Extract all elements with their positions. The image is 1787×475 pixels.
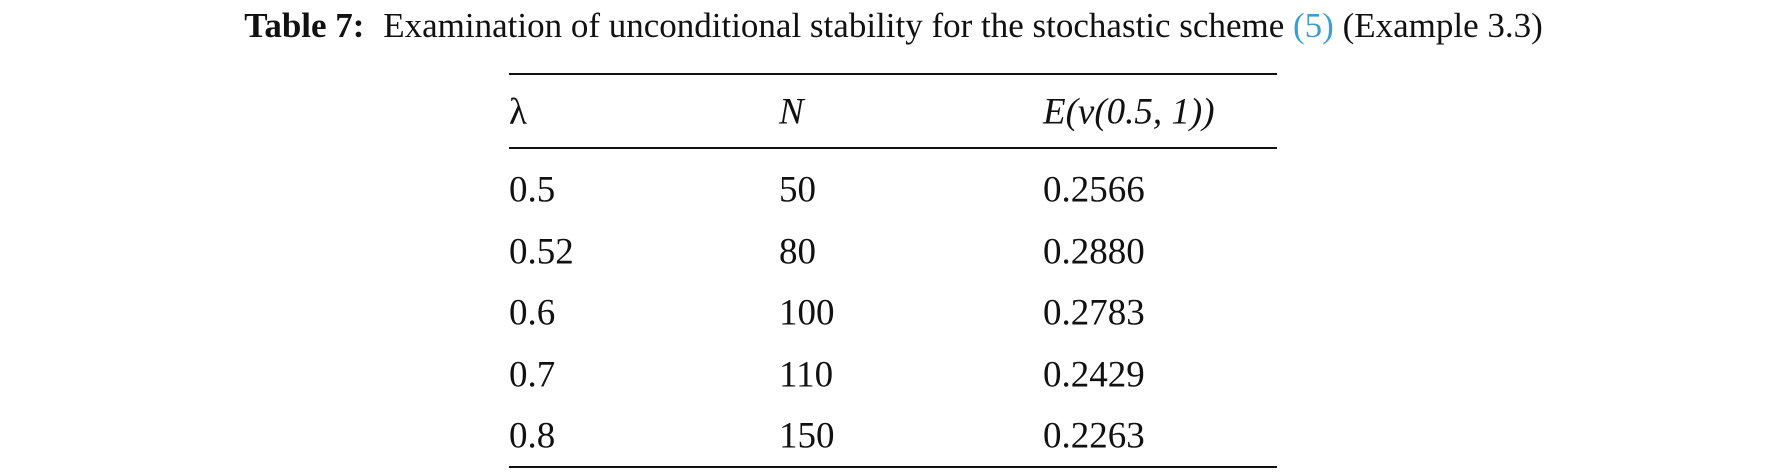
table-cell: 0.2263 [1043, 415, 1145, 457]
caption-text: Examination of unconditional stability f… [383, 6, 1285, 45]
table-cell: 0.6 [509, 292, 556, 334]
table-cell: 0.2783 [1043, 292, 1145, 334]
table-cell: 50 [779, 169, 816, 211]
table-cell: 0.2429 [1043, 354, 1145, 395]
mid-rule [509, 147, 1277, 149]
caption-reference[interactable]: (5) [1293, 6, 1334, 45]
table-cell: 100 [779, 292, 835, 334]
table-cell: 80 [779, 231, 816, 272]
header-cell: N [779, 91, 804, 133]
table-cell: 150 [779, 415, 835, 457]
table-cell: 0.2880 [1043, 231, 1145, 272]
table-cell: 0.8 [509, 415, 556, 457]
caption-suffix: (Example 3.3) [1342, 6, 1543, 45]
table-cell: 0.52 [509, 231, 574, 272]
table-cell: 0.7 [509, 354, 556, 395]
table-cell: 0.2566 [1043, 169, 1145, 211]
bottom-rule [509, 466, 1277, 468]
header-cell: E(v(0.5, 1)) [1043, 91, 1215, 133]
table-cell: 110 [779, 354, 834, 395]
caption-label: Table 7: [244, 6, 365, 45]
table-caption: Table 7: Examination of unconditional st… [0, 6, 1787, 46]
top-rule [509, 73, 1277, 75]
header-cell: λ [509, 91, 527, 133]
table-cell: 0.5 [509, 169, 556, 211]
